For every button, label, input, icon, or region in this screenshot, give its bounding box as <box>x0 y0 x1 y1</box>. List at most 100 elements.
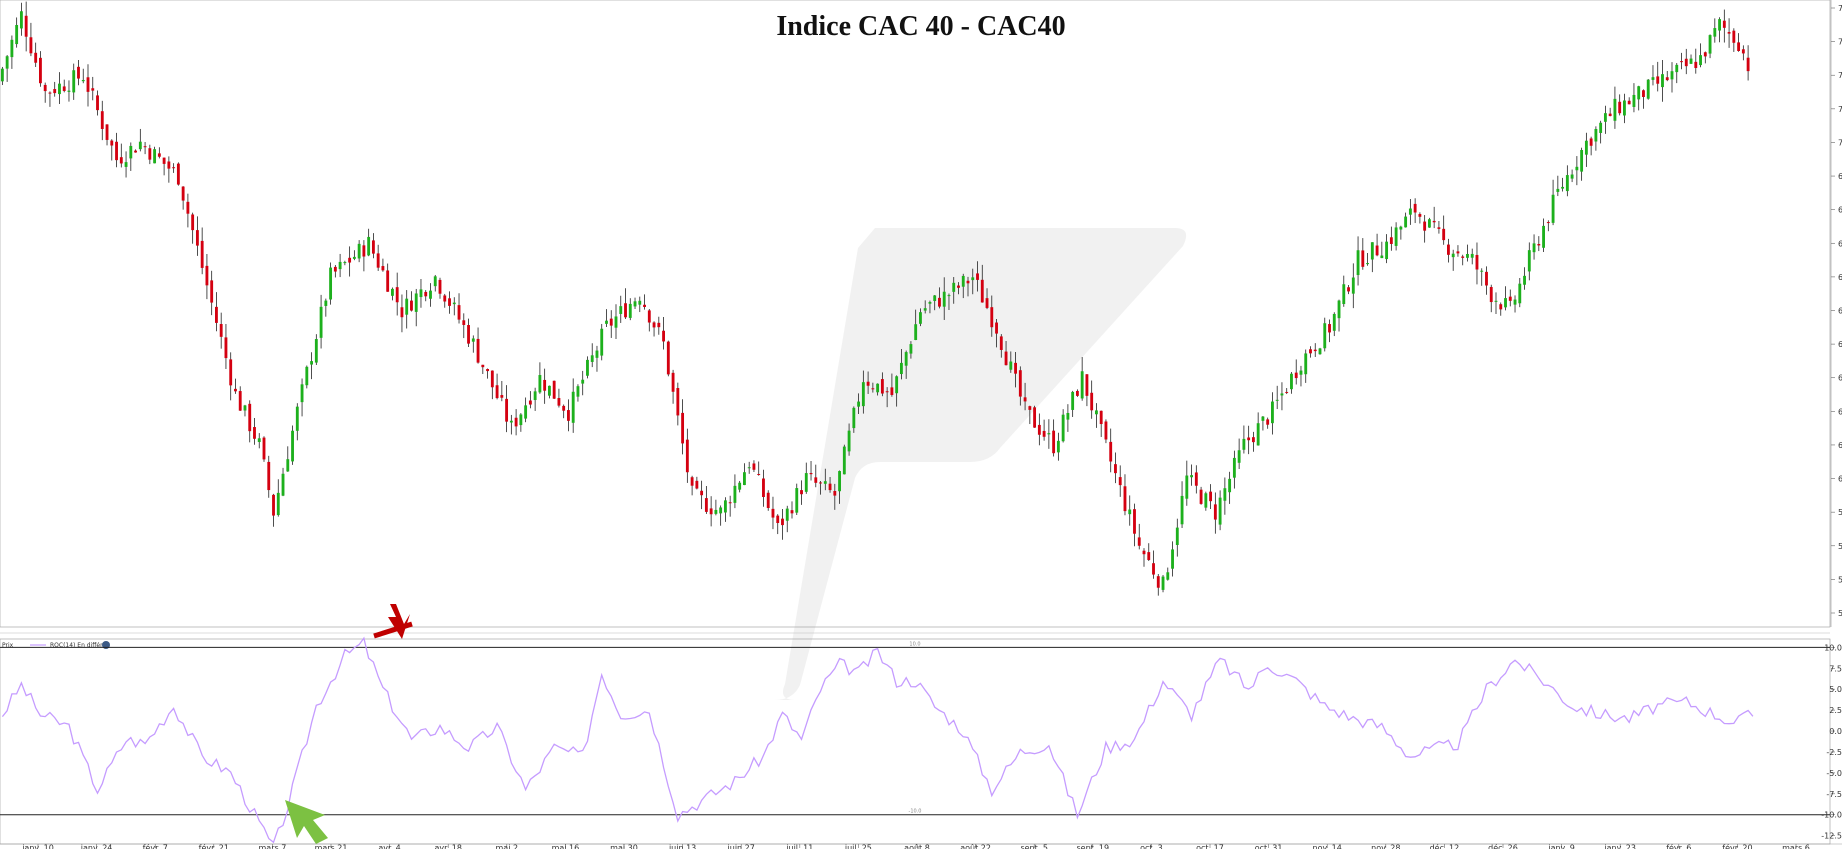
candle-body <box>1147 552 1151 560</box>
candle-body <box>1380 255 1384 259</box>
candle-body <box>153 149 157 164</box>
candle-body <box>391 288 394 296</box>
candle-body <box>1180 495 1184 525</box>
candle-body <box>1580 149 1584 172</box>
candle-body <box>1275 399 1279 401</box>
candle-body <box>1727 32 1731 34</box>
candle-body <box>448 298 451 306</box>
candle-body <box>728 502 732 504</box>
candle-body <box>628 303 632 318</box>
candle-body <box>1713 28 1717 37</box>
candle-body <box>1237 450 1241 463</box>
candle-body <box>181 186 185 201</box>
x-tick-label: nov. 14 <box>1313 844 1342 849</box>
candle-body <box>1351 277 1355 294</box>
candle-body <box>1042 430 1046 437</box>
candle-body <box>771 508 775 518</box>
candle-body <box>386 270 390 292</box>
candle-body <box>186 201 190 214</box>
candle-body <box>81 79 85 82</box>
candle-body <box>609 318 613 326</box>
x-tick-label: mai 16 <box>552 844 580 849</box>
candle-body <box>1370 242 1374 260</box>
candle-body <box>1271 401 1274 424</box>
candle-body <box>1385 241 1389 260</box>
candle-body <box>243 405 247 411</box>
candle-body <box>1099 410 1103 425</box>
x-tick-label: janv. 23 <box>1603 844 1636 849</box>
candle-body <box>1494 300 1498 302</box>
candle-body <box>666 341 670 375</box>
candle-body <box>709 508 713 515</box>
candle-body <box>157 153 161 157</box>
candle-body <box>1413 203 1417 213</box>
x-tick-label: juil. 25 <box>844 844 872 849</box>
candle-body <box>1656 76 1660 84</box>
candle-body <box>1722 20 1726 28</box>
price-y-tick-label: 7000.00 <box>1838 138 1842 147</box>
candle-body <box>1356 250 1360 276</box>
price-y-tick-label: 7200.00 <box>1838 71 1842 80</box>
candle-body <box>43 84 47 92</box>
price-y-tick-label: 6500.00 <box>1838 307 1842 316</box>
candle-body <box>933 295 937 301</box>
candle-body <box>938 297 941 307</box>
candle-body <box>1427 219 1431 228</box>
indicator-reference-lines: 10.0 -10.0 <box>0 641 1830 816</box>
candle-body <box>1080 371 1084 399</box>
candle-body <box>662 330 665 342</box>
candle-body <box>904 352 908 366</box>
candle-body <box>781 518 784 526</box>
candle-body <box>1361 250 1365 267</box>
candle-body <box>919 312 922 324</box>
x-tick-label: févr. 6 <box>1666 843 1691 849</box>
candle-body <box>1447 244 1450 255</box>
x-tick-label: avr. 18 <box>434 844 461 849</box>
candle-body <box>1561 186 1565 189</box>
candle-body <box>1599 122 1603 133</box>
candle-body <box>804 473 808 492</box>
x-tick-label: sept. 5 <box>1020 844 1047 849</box>
candle-body <box>200 240 204 268</box>
candle-body <box>1485 271 1488 286</box>
candle-body <box>1242 438 1246 450</box>
candle-body <box>1318 348 1322 355</box>
candle-body <box>119 157 123 164</box>
candle-body <box>1508 296 1512 301</box>
candle-body <box>1037 424 1041 435</box>
candle-body <box>861 382 865 407</box>
candle-body <box>234 388 237 392</box>
candle-body <box>647 310 651 323</box>
candle-body <box>1056 440 1060 453</box>
candle-body <box>1423 221 1427 231</box>
candle-body <box>928 302 932 304</box>
candle-body <box>795 488 799 513</box>
x-tick-label: mars 7 <box>259 844 287 849</box>
candle-body <box>433 276 437 287</box>
candle-body <box>1637 86 1641 100</box>
reference-line-label: -10.0 <box>909 809 922 815</box>
candle-body <box>1033 407 1037 428</box>
candle-body <box>547 385 551 396</box>
candle-body <box>286 459 290 472</box>
candle-body <box>338 261 342 270</box>
candle-body <box>1209 491 1213 502</box>
legend-roc: ROC(14) En différé <box>50 642 106 649</box>
candlestick-series <box>0 1 1750 596</box>
x-tick-label: oct. 3 <box>1140 844 1163 849</box>
candle-body <box>676 388 680 416</box>
candle-body <box>1718 19 1721 31</box>
candle-body <box>1185 475 1189 499</box>
candle-body <box>638 300 642 305</box>
candle-body <box>348 257 352 263</box>
candle-body <box>1095 410 1098 415</box>
ind-y-tick-label: -7.5 <box>1826 790 1842 799</box>
candle-body <box>528 400 532 405</box>
candle-body <box>438 279 442 294</box>
candle-body <box>1337 300 1341 319</box>
candle-body <box>210 280 214 303</box>
candle-body <box>314 339 318 363</box>
candle-body <box>614 316 618 328</box>
candle-body <box>738 482 742 490</box>
roc-line <box>1 636 1754 844</box>
